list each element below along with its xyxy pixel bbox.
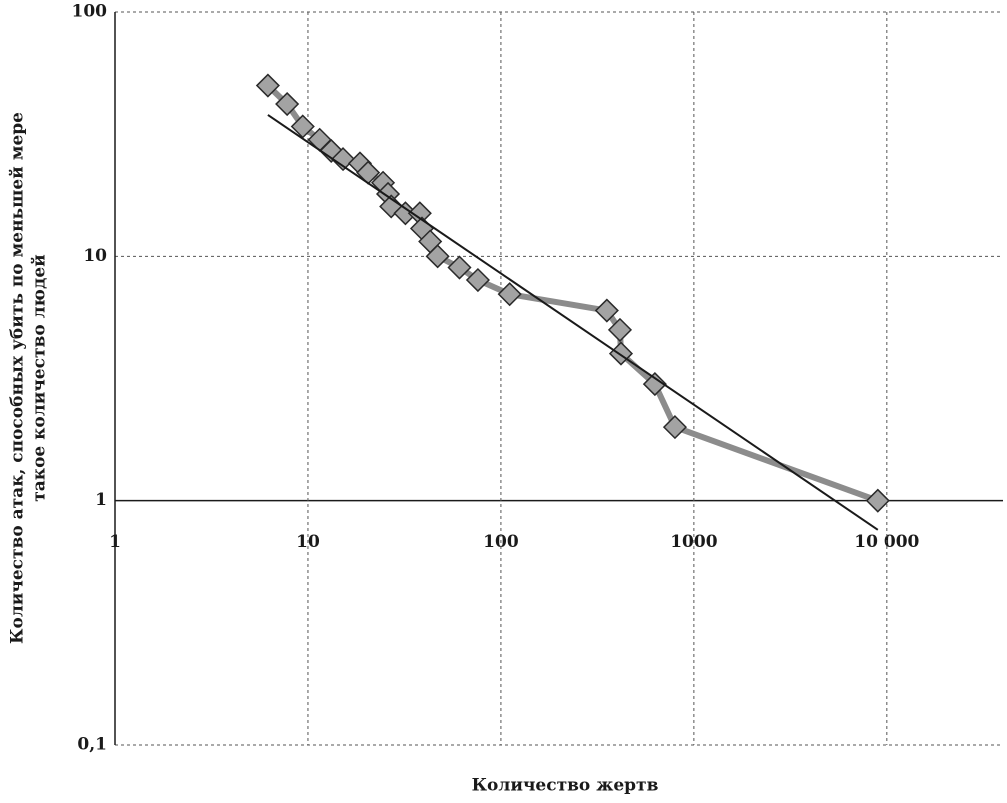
data-point [607,317,633,342]
data-point [662,415,688,440]
data-point [330,147,356,172]
y-axis-label: Количество атак, способных убить по мень… [8,112,28,644]
data-point [425,244,450,269]
y-tick-label: 1 [95,490,107,510]
y-tick-label: 0,1 [77,735,107,755]
data-point [642,372,667,397]
data-point [447,255,472,280]
y-axis-label: такое количество людей [30,254,50,502]
data-point [255,73,280,98]
data-point [594,298,619,323]
data-point [465,267,490,293]
y-tick-label: 100 [72,2,108,22]
data-point [497,282,522,307]
data-point [275,91,300,117]
y-tick-label: 10 [83,246,107,266]
data-point [319,138,344,163]
x-axis-label: Количество жертв [472,776,659,796]
series-line [267,114,879,531]
series-line [265,83,879,504]
data-point [865,488,890,513]
